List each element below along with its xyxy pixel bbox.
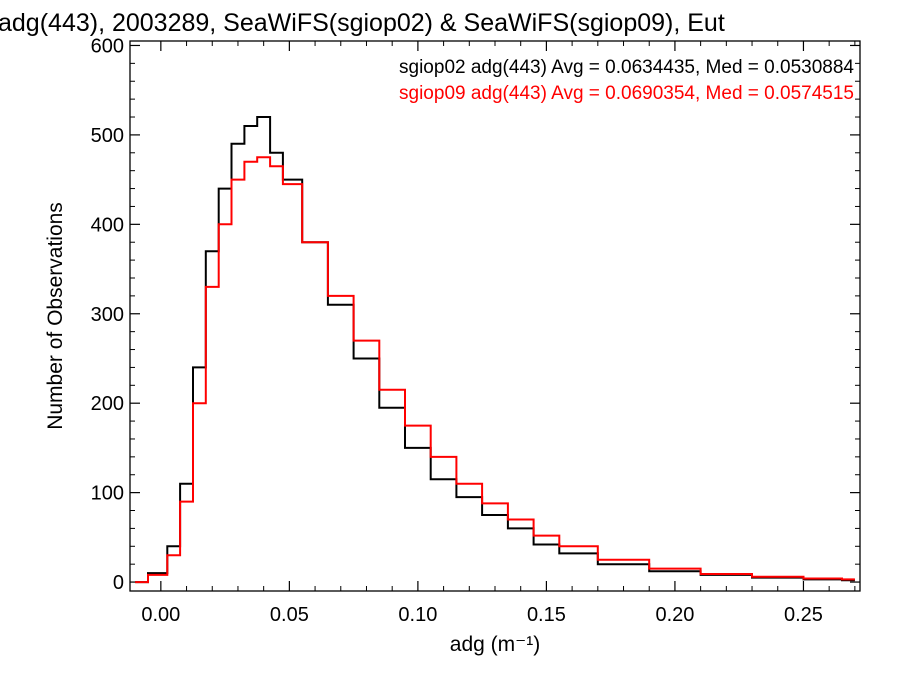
- plot-frame: [129, 40, 861, 592]
- x-axis: 0.00 0.05 0.10 0.15 0.20 0.25: [141, 41, 856, 626]
- legend-entry-sgiop09: sgiop09 adg(443) Avg = 0.0690354, Med = …: [399, 83, 854, 104]
- x-tick-label: 0.25: [784, 604, 823, 626]
- y-tick-label: 100: [91, 483, 124, 505]
- y-tick-label: 500: [91, 125, 124, 147]
- y-tick-label: 0: [113, 572, 124, 594]
- y-axis-label: Number of Observations: [44, 202, 67, 430]
- series-layer: [135, 116, 855, 584]
- legend-entry-sgiop02: sgiop02 adg(443) Avg = 0.0634435, Med = …: [399, 57, 854, 78]
- x-tick-label: 0.10: [398, 604, 437, 626]
- x-axis-label: adg (m⁻¹): [450, 633, 540, 656]
- y-axis: 0 100 200 300 400 500 600: [91, 35, 860, 594]
- series-line-sgiop09: [135, 156, 855, 584]
- y-tick-label: 600: [91, 35, 124, 57]
- legend: sgiop02 adg(443) Avg = 0.0634435, Med = …: [399, 57, 854, 104]
- x-tick-label: 0.20: [655, 604, 694, 626]
- chart-title: adg(443), 2003289, SeaWiFS(sgiop02) & Se…: [0, 9, 725, 37]
- y-tick-label: 300: [91, 304, 124, 326]
- x-tick-label: 0.00: [141, 604, 180, 626]
- x-tick-label: 0.15: [527, 604, 566, 626]
- series-line-sgiop02: [135, 116, 855, 584]
- x-tick-label: 0.05: [270, 604, 309, 626]
- y-tick-label: 400: [91, 214, 124, 236]
- y-tick-label: 200: [91, 393, 124, 415]
